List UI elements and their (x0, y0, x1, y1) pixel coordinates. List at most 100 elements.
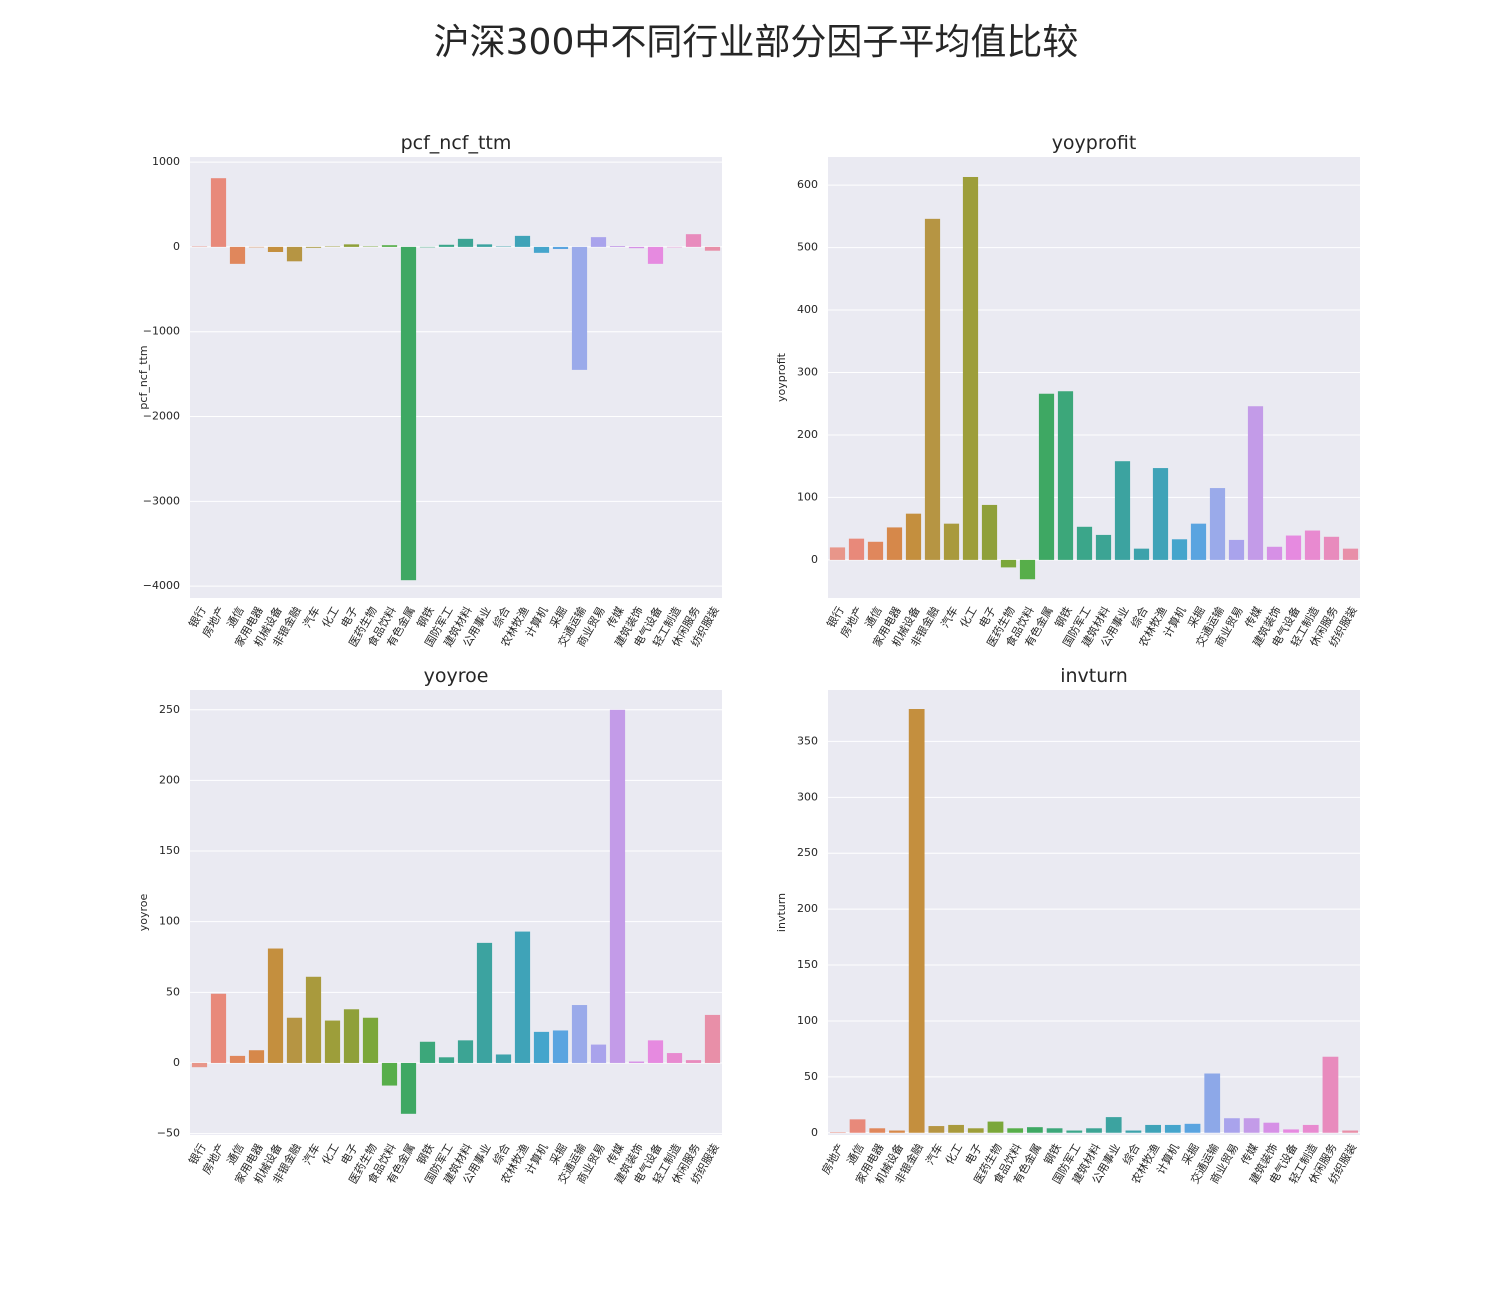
y-tick-label: 0 (811, 553, 818, 566)
bar (1343, 549, 1358, 560)
subplot-title: yoyroe (424, 665, 489, 687)
y-tick-label: 200 (159, 773, 180, 786)
bar (382, 1063, 397, 1086)
subplot-title: invturn (1060, 665, 1128, 687)
bar (830, 1132, 846, 1133)
bar (705, 1015, 720, 1063)
bar (1001, 560, 1016, 567)
bar (1058, 391, 1073, 560)
y-tick-label: 200 (797, 428, 818, 441)
bar (1027, 1127, 1043, 1133)
x-tick-label: 汽车 (300, 1141, 323, 1167)
x-tick-label: 房地产 (818, 1141, 847, 1177)
y-tick-label: −50 (157, 1127, 180, 1140)
bar (1210, 488, 1225, 560)
y-tick-label: 500 (797, 241, 818, 254)
subplot: invturninvturn050100150200250300350房地产通信… (775, 665, 1360, 1186)
y-tick-label: −2000 (143, 410, 180, 423)
bar (534, 1032, 549, 1063)
plot-area (828, 690, 1360, 1135)
bar (572, 247, 587, 370)
y-axis-label: yoyroe (137, 894, 150, 932)
bar (344, 244, 359, 247)
x-tick-label: 化工 (957, 604, 980, 630)
bar (1303, 1125, 1319, 1133)
bar (306, 977, 321, 1063)
bar (925, 219, 940, 560)
bar (1286, 536, 1301, 560)
bar (1066, 1131, 1082, 1133)
bar (887, 527, 902, 559)
bar (1305, 531, 1320, 560)
bar (287, 1018, 302, 1063)
bar (1172, 539, 1187, 560)
bar (889, 1131, 905, 1133)
x-tick-label: 化工 (319, 1141, 342, 1167)
bar (1283, 1129, 1299, 1132)
bar (230, 247, 245, 264)
bar (458, 1040, 473, 1063)
bar (1229, 540, 1244, 560)
bar (1191, 524, 1206, 560)
bar (344, 1009, 359, 1063)
bar (648, 247, 663, 264)
bar (1047, 1128, 1063, 1132)
bar (1145, 1125, 1161, 1133)
bar (869, 1128, 885, 1132)
x-tick-label: 汽车 (300, 604, 323, 630)
bar (1267, 547, 1282, 560)
y-tick-label: 250 (797, 846, 818, 859)
y-tick-label: 100 (797, 490, 818, 503)
y-axis-label: yoyprofit (775, 352, 788, 402)
bar (1126, 1131, 1142, 1133)
bar (1248, 406, 1263, 560)
bar (591, 1045, 606, 1063)
bar (572, 1005, 587, 1063)
bar (1153, 468, 1168, 560)
bar (850, 1119, 866, 1132)
bar (268, 949, 283, 1063)
bar (610, 710, 625, 1063)
bar (420, 1042, 435, 1063)
bar (496, 1054, 511, 1062)
bar (968, 1128, 984, 1132)
bar (830, 547, 845, 559)
bar (325, 1021, 340, 1063)
bar (705, 247, 720, 251)
bar (988, 1122, 1004, 1133)
bar (230, 1056, 245, 1063)
bar (648, 1040, 663, 1063)
bar (249, 1050, 264, 1063)
bar (629, 1062, 644, 1063)
y-tick-label: 150 (797, 958, 818, 971)
plot-area (190, 690, 722, 1135)
y-tick-label: 1000 (152, 155, 180, 168)
bar (591, 237, 606, 247)
y-tick-label: 150 (159, 844, 180, 857)
bar (1020, 560, 1035, 579)
bar (211, 994, 226, 1063)
y-tick-label: 0 (811, 1126, 818, 1139)
bar (963, 177, 978, 560)
bar (948, 1125, 964, 1133)
subplot: yoyprofityoyprofit0100200300400500600银行房… (775, 132, 1360, 649)
bar (1134, 549, 1149, 560)
y-tick-label: 0 (173, 240, 180, 253)
bar (1342, 1131, 1358, 1133)
bar (1324, 537, 1339, 560)
y-axis-label: pcf_ncf_ttm (137, 345, 150, 409)
x-tick-label: 化工 (319, 604, 342, 630)
bar (686, 1060, 701, 1063)
bar (610, 246, 625, 247)
bar (477, 943, 492, 1063)
y-tick-label: 50 (166, 985, 180, 998)
bar (534, 247, 549, 253)
bar (1077, 527, 1092, 560)
x-tick-label: 化工 (942, 1141, 965, 1167)
subplot: yoyroeyoyroe−50050100150200250银行房地产通信家用电… (137, 665, 722, 1186)
y-tick-label: 100 (797, 1014, 818, 1027)
y-tick-label: 0 (173, 1056, 180, 1069)
bar (553, 1030, 568, 1062)
bar (1096, 535, 1111, 560)
